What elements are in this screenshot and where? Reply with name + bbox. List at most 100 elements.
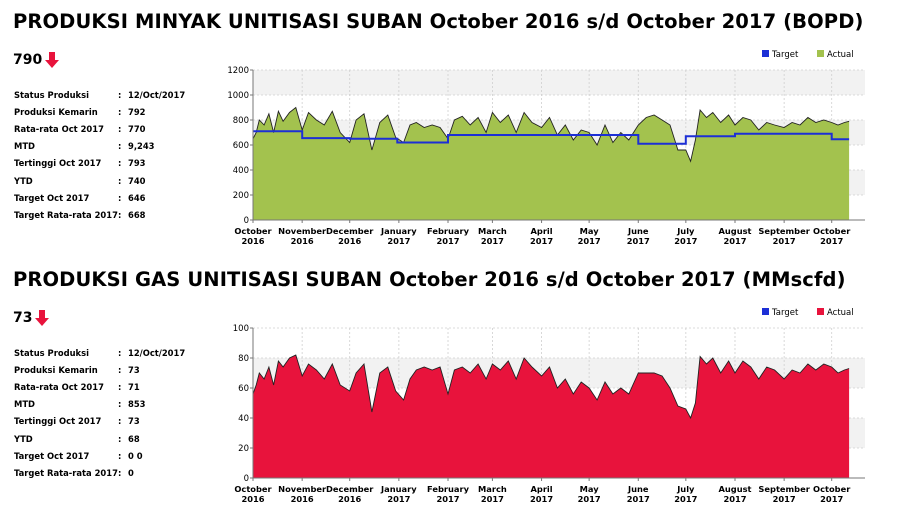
x-tick-label-month: November: [278, 226, 327, 236]
x-tick-label-month: September: [758, 226, 810, 236]
x-tick-label: January 2017: [380, 484, 417, 504]
x-tick-label-month: December: [326, 226, 374, 236]
x-tick-label: December 2016: [326, 484, 374, 504]
x-tick-label-month: May: [580, 484, 600, 494]
x-tick-label-year: 2017: [674, 494, 697, 504]
x-tick-label-month: April: [530, 484, 552, 494]
x-tick-label: October 2017: [813, 226, 851, 246]
y-tick-label: 20: [238, 444, 249, 454]
stat-row: Tertinggi Oct 2017:793: [14, 155, 185, 172]
x-tick-label: August 2017: [718, 226, 751, 246]
y-tick-label: 80: [238, 354, 249, 364]
actual-area: [253, 355, 850, 478]
legend-target-label: Target: [771, 308, 799, 318]
stat-label: Target Oct 2017: [14, 450, 90, 461]
x-tick-label: June 2017: [627, 484, 650, 504]
x-tick-label-month: October: [234, 484, 272, 494]
x-tick-label: October 2017: [813, 484, 851, 504]
stat-value: 770: [128, 123, 146, 134]
x-tick-label: June 2017: [627, 226, 650, 246]
stat-row: YTD:740: [14, 172, 185, 189]
x-tick-label-year: 2017: [481, 494, 504, 504]
x-tick-label-year: 2017: [530, 236, 553, 246]
x-tick-label-month: March: [478, 226, 507, 236]
x-tick-label-month: October: [234, 226, 272, 236]
x-tick-label-month: January: [380, 226, 417, 236]
stat-label: Target Oct 2017: [14, 192, 90, 203]
x-tick-label-year: 2017: [723, 236, 746, 246]
stat-value: 0 0: [128, 450, 143, 461]
stat-value: 12/Oct/2017: [128, 89, 186, 100]
stat-separator: :: [118, 192, 122, 203]
x-tick-label-year: 2017: [578, 236, 601, 246]
stat-label: Tertinggi Oct 2017: [14, 416, 102, 427]
down-arrow-icon: [35, 310, 50, 326]
x-tick-label: April 2017: [530, 484, 553, 504]
stat-separator: :: [118, 175, 122, 186]
stat-row: Status Produksi:12/Oct/2017: [14, 344, 185, 361]
x-tick-label: November 2016: [278, 226, 327, 246]
stat-label: Target Rata-rata 2017: [14, 209, 118, 220]
stat-value: 9,243: [128, 141, 155, 152]
x-tick-label-month: May: [580, 226, 600, 236]
stat-label: MTD: [14, 141, 35, 152]
x-tick-label-year: 2017: [578, 494, 601, 504]
x-tick-label-month: August: [718, 226, 751, 236]
x-tick-label: January 2017: [380, 226, 417, 246]
x-tick-label: March 2017: [478, 484, 507, 504]
x-tick-label-month: September: [758, 484, 810, 494]
oil-stats-table: Status Produksi:12/Oct/2017 Produksi Kema…: [14, 86, 185, 224]
x-tick-label-year: 2017: [773, 494, 796, 504]
stat-row: Rata-rata Oct 2017:71: [14, 378, 185, 395]
stat-separator: :: [118, 364, 122, 375]
stat-separator: :: [118, 158, 122, 169]
gas-chart-title: PRODUKSI GAS UNITISASI SUBAN October 201…: [13, 268, 846, 291]
stat-separator: :: [118, 467, 122, 478]
stat-separator: :: [118, 347, 122, 358]
oil-current-value: 790: [13, 52, 43, 68]
x-tick-label-month: October: [813, 226, 851, 236]
stat-value: 668: [128, 209, 146, 220]
y-tick-label: 600: [233, 141, 249, 151]
x-tick-label: September 2017: [758, 226, 810, 246]
stat-row: Target Rata-rata 2017:668: [14, 206, 185, 223]
x-tick-label-year: 2016: [338, 236, 361, 246]
stat-value: 71: [128, 381, 140, 392]
x-tick-label-year: 2017: [773, 236, 796, 246]
stat-label: MTD: [14, 399, 35, 410]
stat-label: YTD: [14, 433, 33, 444]
legend-target-swatch: [762, 50, 769, 57]
stat-label: Status Produksi: [14, 347, 89, 358]
stat-label: Produksi Kemarin: [14, 106, 98, 117]
x-tick-label-month: November: [278, 484, 327, 494]
x-tick-label: February 2017: [427, 484, 470, 504]
stat-value: 740: [128, 175, 146, 186]
stat-label: Rata-rata Oct 2017: [14, 381, 104, 392]
x-tick-label: March 2017: [478, 226, 507, 246]
y-tick-label: 0: [244, 474, 249, 484]
oil-production-panel: PRODUKSI MINYAK UNITISASI SUBAN October …: [0, 0, 900, 258]
y-tick-label: 800: [233, 116, 249, 126]
x-tick-label-year: 2017: [627, 494, 650, 504]
stat-row: YTD:68: [14, 430, 185, 447]
x-tick-label-month: July: [676, 226, 695, 236]
stat-row: Tertinggi Oct 2017:73: [14, 413, 185, 430]
x-tick-label: November 2016: [278, 484, 327, 504]
stat-label: Tertinggi Oct 2017: [14, 158, 102, 169]
stat-separator: :: [118, 416, 122, 427]
x-tick-label-year: 2017: [481, 236, 504, 246]
stat-row: Produksi Kemarin:792: [14, 103, 185, 120]
stat-separator: :: [118, 450, 122, 461]
legend-actual-label: Actual: [827, 308, 854, 318]
oil-chart-title: PRODUKSI MINYAK UNITISASI SUBAN October …: [13, 10, 864, 33]
actual-line: [252, 354, 850, 420]
x-tick-label: July 2017: [674, 484, 697, 504]
x-tick-label-month: April: [530, 226, 552, 236]
stat-value: 646: [128, 192, 146, 203]
stat-row: Rata-rata Oct 2017:770: [14, 120, 185, 137]
x-tick-label-year: 2016: [241, 236, 264, 246]
legend-actual-swatch: [817, 308, 824, 315]
x-tick-label-year: 2017: [674, 236, 697, 246]
